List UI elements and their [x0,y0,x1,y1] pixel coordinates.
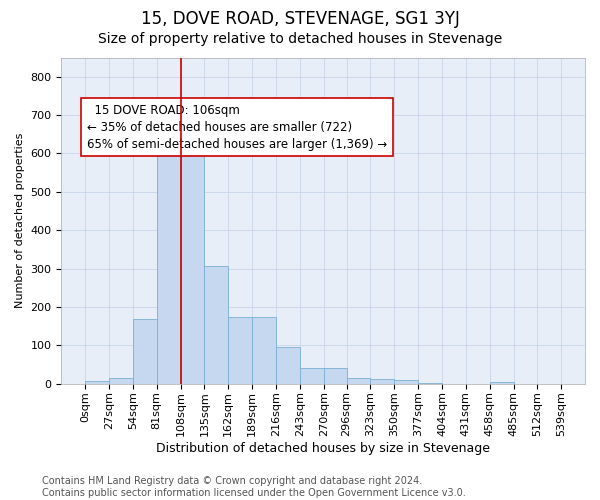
Bar [490,382,514,384]
Bar [228,316,252,384]
Bar [133,318,157,384]
Bar [109,378,133,384]
Bar [252,316,276,384]
Text: 15, DOVE ROAD, STEVENAGE, SG1 3YJ: 15, DOVE ROAD, STEVENAGE, SG1 3YJ [140,10,460,28]
Bar [181,132,205,384]
Text: Contains HM Land Registry data © Crown copyright and database right 2024.
Contai: Contains HM Land Registry data © Crown c… [42,476,466,498]
Bar [347,378,370,384]
Bar [323,368,347,384]
X-axis label: Distribution of detached houses by size in Stevenage: Distribution of detached houses by size … [156,442,490,455]
Bar [300,368,323,384]
Bar [85,380,109,384]
Bar [276,346,300,384]
Text: 15 DOVE ROAD: 106sqm  
← 35% of detached houses are smaller (722)
65% of semi-de: 15 DOVE ROAD: 106sqm ← 35% of detached h… [87,104,387,150]
Bar [370,379,394,384]
Bar [394,380,418,384]
Y-axis label: Number of detached properties: Number of detached properties [15,133,25,308]
Bar [157,148,181,384]
Text: Size of property relative to detached houses in Stevenage: Size of property relative to detached ho… [98,32,502,46]
Bar [205,266,228,384]
Bar [418,382,442,384]
